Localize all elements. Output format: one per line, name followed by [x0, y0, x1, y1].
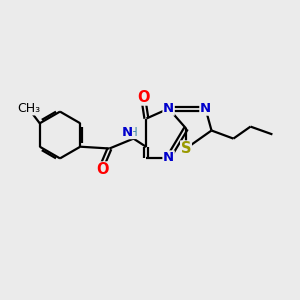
Text: CH₃: CH₃	[17, 102, 40, 115]
Text: O: O	[138, 90, 150, 105]
Text: N: N	[163, 102, 174, 115]
Text: N: N	[163, 151, 174, 164]
Text: H: H	[129, 125, 138, 139]
Text: S: S	[181, 141, 191, 156]
Text: N: N	[121, 125, 133, 139]
Text: O: O	[97, 162, 109, 177]
Text: N: N	[200, 102, 211, 115]
